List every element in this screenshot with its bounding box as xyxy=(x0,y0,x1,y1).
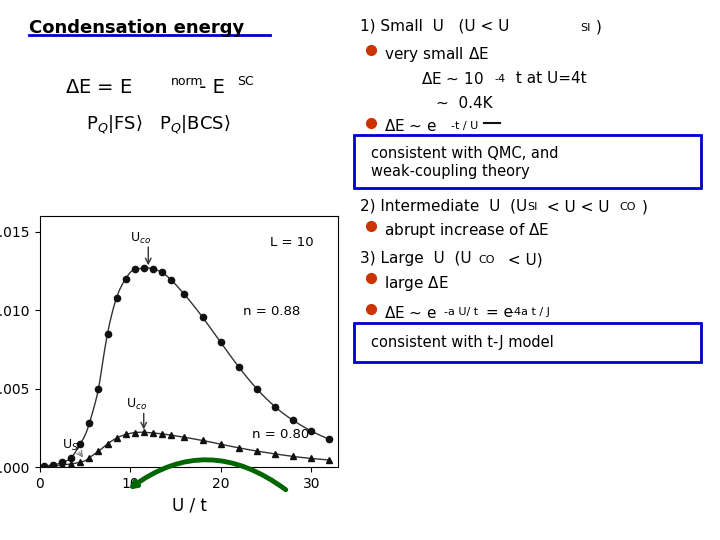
Text: U$_{co}$: U$_{co}$ xyxy=(126,397,147,413)
Text: n = 0.80: n = 0.80 xyxy=(253,428,310,441)
Text: ): ) xyxy=(642,200,648,215)
Text: U$_{SI}$: U$_{SI}$ xyxy=(62,437,81,453)
Text: SI: SI xyxy=(527,202,537,213)
Text: SI: SI xyxy=(580,23,590,33)
FancyBboxPatch shape xyxy=(354,135,701,188)
Text: large $\Delta$E: large $\Delta$E xyxy=(384,274,449,293)
Text: $\Delta$E ~ e: $\Delta$E ~ e xyxy=(384,118,437,134)
Text: < U): < U) xyxy=(503,252,542,267)
Text: ~  0.4K: ~ 0.4K xyxy=(436,96,492,111)
Text: $\Delta$E = E: $\Delta$E = E xyxy=(65,78,132,97)
Text: CO: CO xyxy=(619,202,636,213)
FancyBboxPatch shape xyxy=(354,323,701,362)
Text: consistent with QMC, and: consistent with QMC, and xyxy=(371,146,558,161)
Text: n = 0.88: n = 0.88 xyxy=(243,305,300,318)
Text: -t / U: -t / U xyxy=(451,121,479,131)
Text: t at U=4t: t at U=4t xyxy=(511,71,587,86)
Text: $\Delta$E ~ 10: $\Delta$E ~ 10 xyxy=(421,71,484,87)
Text: Condensation energy: Condensation energy xyxy=(29,19,244,37)
Text: -4a t / J: -4a t / J xyxy=(510,307,549,318)
Text: very small $\Delta$E: very small $\Delta$E xyxy=(384,45,489,64)
Text: = e: = e xyxy=(481,305,513,320)
Text: 3) Large  U  (U: 3) Large U (U xyxy=(360,251,472,266)
Text: -4: -4 xyxy=(495,74,505,84)
Text: SC: SC xyxy=(238,75,254,87)
Text: P$_Q$|FS$\rangle$   P$_Q$|BCS$\rangle$: P$_Q$|FS$\rangle$ P$_Q$|BCS$\rangle$ xyxy=(86,113,231,136)
Text: L = 10: L = 10 xyxy=(271,235,314,248)
Text: consistent with t-J model: consistent with t-J model xyxy=(371,335,554,350)
Text: - E: - E xyxy=(193,78,225,97)
Text: -a U/ t: -a U/ t xyxy=(444,307,478,318)
Text: 1) Small  U   (U < U: 1) Small U (U < U xyxy=(360,19,509,34)
Text: < U < U: < U < U xyxy=(542,200,610,215)
Text: abrupt increase of $\Delta$E: abrupt increase of $\Delta$E xyxy=(384,221,549,240)
Text: CO: CO xyxy=(479,255,495,265)
Text: ): ) xyxy=(596,20,602,35)
X-axis label: U / t: U / t xyxy=(171,496,207,515)
Text: weak-coupling theory: weak-coupling theory xyxy=(371,164,529,179)
Text: $\Delta$E ~ e: $\Delta$E ~ e xyxy=(384,305,437,321)
Text: norm: norm xyxy=(171,75,204,87)
Text: 2) Intermediate  U  (U: 2) Intermediate U (U xyxy=(360,199,527,214)
Text: U$_{co}$: U$_{co}$ xyxy=(130,231,151,246)
